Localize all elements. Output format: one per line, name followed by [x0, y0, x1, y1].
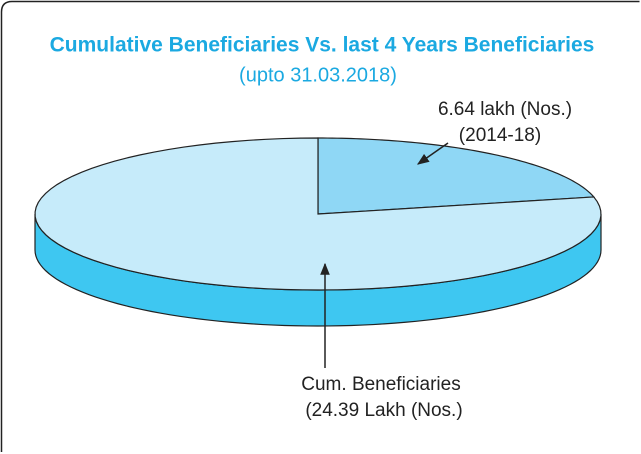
chart-title: Cumulative Beneficiaries Vs. last 4 Year… — [50, 34, 595, 57]
category-label: Cum. Beneficiaries — [301, 374, 460, 395]
pie-slice — [317, 137, 596, 215]
data-label: 6.64 lakh (Nos.) — [438, 99, 572, 120]
arrow — [417, 142, 449, 165]
data-label: (24.39 Lakh (Nos.) — [305, 400, 462, 421]
pie-slice — [34, 137, 602, 291]
category-label: (2014-18) — [459, 125, 541, 146]
chart-subtitle: (upto 31.03.2018) — [239, 64, 397, 86]
pie — [34, 137, 602, 327]
